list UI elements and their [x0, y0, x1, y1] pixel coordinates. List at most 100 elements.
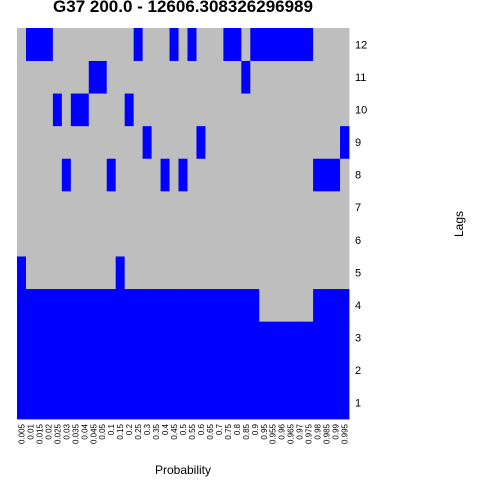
heatmap-cell: [187, 386, 197, 420]
heatmap-cell: [286, 190, 296, 224]
heatmap-cell: [178, 256, 188, 290]
x-tick-label: 0.97: [296, 423, 305, 439]
heatmap-cell: [79, 158, 90, 192]
heatmap-cell: [196, 93, 206, 127]
heatmap-cell: [241, 190, 251, 224]
heatmap-cell: [187, 190, 197, 224]
heatmap-cell: [160, 353, 170, 387]
heatmap-cell: [214, 190, 224, 224]
heatmap-cell: [223, 321, 233, 355]
heatmap-cell: [178, 28, 188, 61]
heatmap-cell: [331, 28, 341, 61]
heatmap-cell: [106, 386, 117, 420]
heatmap-cell: [313, 256, 323, 290]
heatmap-cell: [61, 256, 72, 290]
heatmap-cell: [142, 353, 152, 387]
x-tick-label: 0.01: [26, 423, 35, 439]
heatmap-cell: [79, 223, 90, 257]
heatmap-cell: [79, 386, 90, 420]
heatmap-cell: [151, 386, 161, 420]
heatmap-cell: [205, 60, 215, 94]
heatmap-cell: [34, 93, 45, 127]
heatmap-cell: [52, 125, 63, 159]
heatmap-cell: [223, 93, 233, 127]
heatmap-cell: [178, 321, 188, 355]
heatmap-cell: [17, 93, 27, 127]
x-tick-label: 0.99: [332, 423, 341, 439]
x-tick-label: 0.02: [44, 423, 53, 439]
heatmap-cell: [187, 256, 197, 290]
heatmap-cell: [322, 256, 332, 290]
heatmap-cell: [115, 60, 126, 94]
heatmap-cell: [97, 93, 108, 127]
x-tick-label: 0.45: [170, 423, 179, 439]
heatmap-cell: [304, 223, 314, 257]
heatmap-cell: [52, 223, 63, 257]
y-tick-label: 5: [355, 267, 361, 279]
y-tick-label: 7: [355, 202, 361, 214]
heatmap-cell: [25, 321, 36, 355]
heatmap-cell: [268, 28, 278, 61]
y-tick-label: 11: [355, 72, 366, 84]
heatmap-cell: [169, 93, 179, 127]
heatmap-cell: [286, 125, 296, 159]
heatmap-cell: [160, 60, 170, 94]
heatmap-cell: [205, 190, 215, 224]
heatmap-cell: [205, 223, 215, 257]
heatmap-cell: [304, 93, 314, 127]
heatmap-cell: [133, 60, 144, 94]
heatmap-cell: [17, 158, 27, 192]
heatmap-cell: [52, 353, 63, 387]
heatmap-cell: [133, 190, 144, 224]
heatmap-cell: [250, 190, 260, 224]
heatmap-cell: [17, 321, 27, 355]
heatmap-cell: [259, 93, 269, 127]
heatmap-cell: [250, 93, 260, 127]
heatmap-cell: [268, 288, 278, 322]
heatmap-cell: [187, 288, 197, 322]
y-axis-label: Lags: [452, 211, 466, 237]
heatmap-cell: [331, 386, 341, 420]
heatmap-cell: [340, 93, 350, 127]
heatmap-cell: [61, 353, 72, 387]
heatmap-cell: [322, 386, 332, 420]
x-tick-label: 0.6: [197, 423, 206, 435]
heatmap-cell: [43, 125, 54, 159]
x-tick-label: 0.2: [125, 423, 134, 435]
heatmap-cell: [196, 158, 206, 192]
heatmap-cell: [313, 353, 323, 387]
heatmap-cell: [43, 60, 54, 94]
x-tick-label: 0.7: [215, 423, 224, 435]
heatmap-cell: [151, 28, 161, 61]
heatmap-cell: [277, 60, 287, 94]
heatmap-cell: [223, 60, 233, 94]
heatmap-cell: [178, 288, 188, 322]
heatmap-cell: [223, 256, 233, 290]
heatmap-cell: [250, 158, 260, 192]
heatmap-cell: [178, 158, 188, 192]
heatmap-cell: [214, 223, 224, 257]
heatmap-cell: [241, 288, 251, 322]
heatmap-cell: [286, 93, 296, 127]
x-tick-label: 0.985: [323, 423, 332, 444]
heatmap-cell: [34, 256, 45, 290]
heatmap-cell: [61, 223, 72, 257]
heatmap-cell: [313, 125, 323, 159]
x-tick-label: 0.35: [152, 423, 161, 439]
heatmap-cell: [133, 223, 144, 257]
heatmap-cell: [43, 386, 54, 420]
heatmap-cell: [17, 256, 27, 290]
heatmap-cell: [286, 386, 296, 420]
heatmap-cell: [277, 256, 287, 290]
heatmap-cell: [232, 288, 242, 322]
heatmap-cell: [70, 190, 81, 224]
heatmap-cell: [187, 28, 197, 61]
heatmap-cell: [241, 60, 251, 94]
heatmap-cell: [322, 353, 332, 387]
heatmap-cell: [340, 190, 350, 224]
heatmap-cell: [151, 288, 161, 322]
heatmap-cell: [187, 158, 197, 192]
heatmap-cell: [17, 190, 27, 224]
heatmap-cell: [124, 288, 135, 322]
